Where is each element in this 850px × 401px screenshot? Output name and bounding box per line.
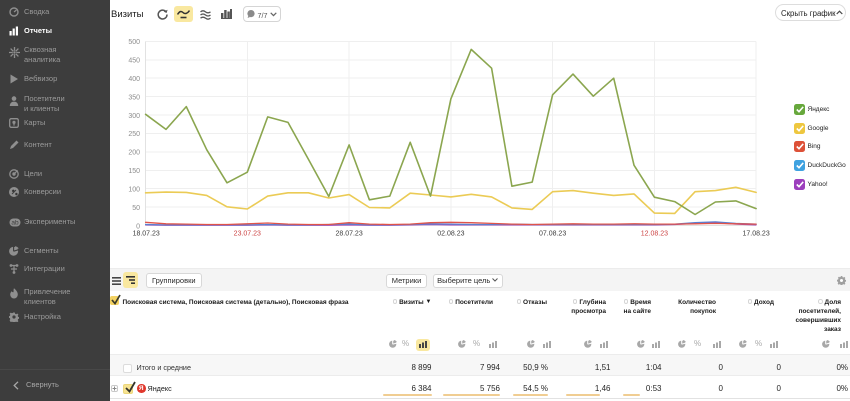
svg-text:0: 0 [136, 223, 140, 230]
svg-text:350: 350 [128, 94, 140, 101]
svg-text:12.08.23: 12.08.23 [641, 231, 668, 238]
svg-text:150: 150 [128, 168, 140, 175]
svg-text:17.08.23: 17.08.23 [742, 231, 769, 238]
svg-text:18.07.23: 18.07.23 [133, 231, 160, 238]
svg-text:02.08.23: 02.08.23 [437, 231, 464, 238]
svg-text:ab: ab [11, 220, 19, 227]
svg-text:28.07.23: 28.07.23 [335, 231, 362, 238]
svg-text:07.08.23: 07.08.23 [539, 231, 566, 238]
svg-text:200: 200 [128, 150, 140, 157]
svg-text:250: 250 [128, 131, 140, 138]
svg-text:450: 450 [128, 58, 140, 65]
svg-text:500: 500 [128, 39, 140, 46]
svg-text:50: 50 [132, 205, 140, 212]
svg-text:23.07.23: 23.07.23 [234, 231, 261, 238]
svg-text:400: 400 [128, 76, 140, 83]
svg-text:100: 100 [128, 187, 140, 194]
svg-text:300: 300 [128, 113, 140, 120]
